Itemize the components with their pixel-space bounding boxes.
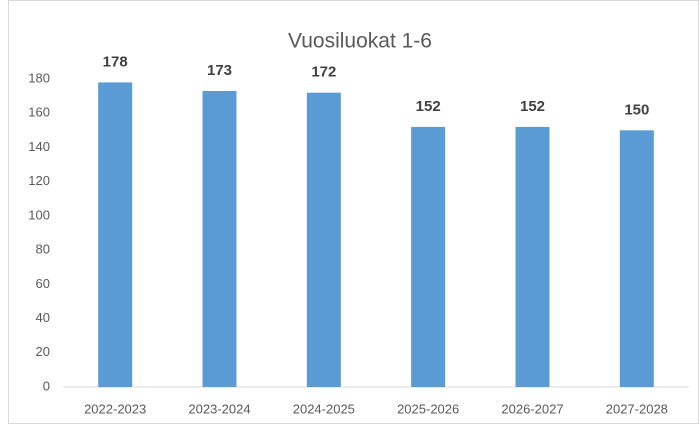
bar (619, 130, 654, 388)
y-tick-label: 60 (36, 276, 50, 291)
x-tick-label: 2025-2026 (397, 401, 459, 416)
value-label: 178 (103, 53, 128, 70)
bar (411, 126, 446, 388)
y-tick-label: 0 (43, 378, 50, 393)
chart-title: Vuosiluokat 1-6 (288, 30, 432, 53)
y-tick-label: 40 (36, 310, 50, 325)
y-tick-label: 180 (28, 70, 50, 85)
value-label: 150 (624, 101, 649, 118)
bar (98, 82, 133, 387)
x-tick-label: 2022-2023 (84, 401, 146, 416)
y-tick-label: 140 (28, 139, 50, 154)
x-tick-label: 2023-2024 (188, 401, 250, 416)
y-tick-label: 20 (36, 344, 50, 359)
value-label: 152 (520, 98, 545, 115)
bar (306, 92, 341, 387)
y-tick-label: 80 (36, 242, 50, 257)
value-label: 173 (207, 62, 232, 79)
value-label: 172 (311, 64, 336, 81)
value-label: 152 (416, 98, 441, 115)
y-tick-label: 100 (28, 207, 50, 222)
bar (202, 90, 237, 387)
x-tick-label: 2024-2025 (293, 401, 355, 416)
bar (515, 126, 550, 388)
y-tick-label: 160 (28, 105, 50, 120)
x-tick-label: 2027-2028 (606, 401, 668, 416)
y-tick-label: 120 (28, 173, 50, 188)
x-tick-label: 2026-2027 (501, 401, 563, 416)
